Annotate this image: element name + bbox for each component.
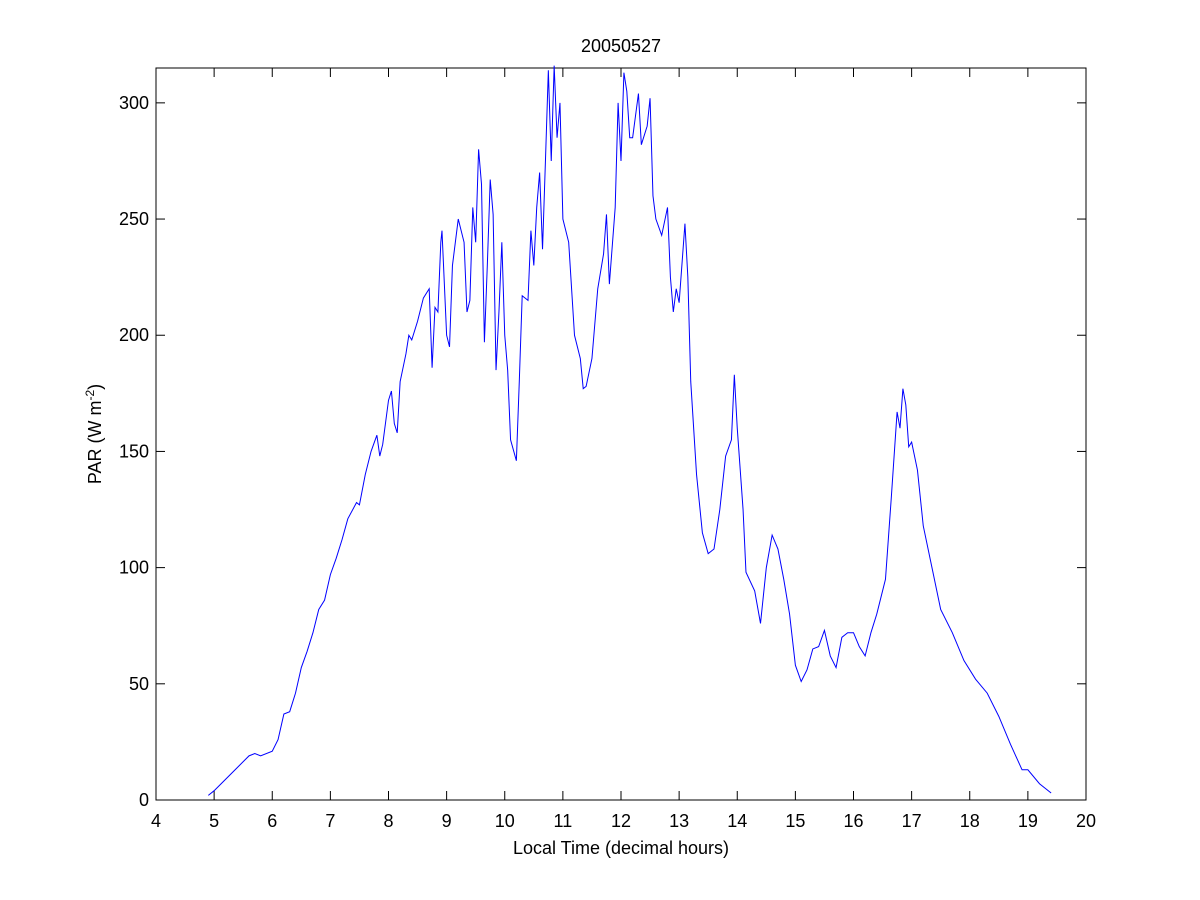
x-tick-label: 8 <box>383 811 393 831</box>
plot-frame <box>155 67 1087 801</box>
y-tick-label: 0 <box>139 790 149 810</box>
y-tick-label: 150 <box>119 441 149 461</box>
x-axis-label: Local Time (decimal hours) <box>513 838 729 858</box>
x-tick-label: 12 <box>611 811 631 831</box>
x-tick-label: 6 <box>267 811 277 831</box>
y-axis-label-text: ) <box>85 384 105 390</box>
chart-title: 20050527 <box>581 36 661 56</box>
x-tick-label: 7 <box>325 811 335 831</box>
y-axis-label: PAR (W m-2) <box>83 384 105 484</box>
x-tick-label: 4 <box>151 811 161 831</box>
y-tick-label: 300 <box>119 93 149 113</box>
y-tick-label: 250 <box>119 209 149 229</box>
x-tick-label: 16 <box>843 811 863 831</box>
y-tick-label: 100 <box>119 558 149 578</box>
x-tick-label: 17 <box>902 811 922 831</box>
y-tick-label: 200 <box>119 325 149 345</box>
y-tick-label: 50 <box>129 674 149 694</box>
x-tick-label: 11 <box>554 811 573 831</box>
x-tick-label: 10 <box>495 811 515 831</box>
x-tick-label: 13 <box>669 811 689 831</box>
y-axis-label-text: PAR (W m <box>85 401 105 485</box>
data-line <box>207 65 1052 796</box>
x-tick-label: 20 <box>1076 811 1096 831</box>
y-axis-label-sup: -2 <box>83 390 97 401</box>
x-tick-label: 19 <box>1018 811 1038 831</box>
x-tick-label: 9 <box>442 811 452 831</box>
x-tick-label: 5 <box>209 811 219 831</box>
x-tick-label: 18 <box>960 811 980 831</box>
x-tick-label: 14 <box>727 811 747 831</box>
x-tick-label: 15 <box>785 811 805 831</box>
